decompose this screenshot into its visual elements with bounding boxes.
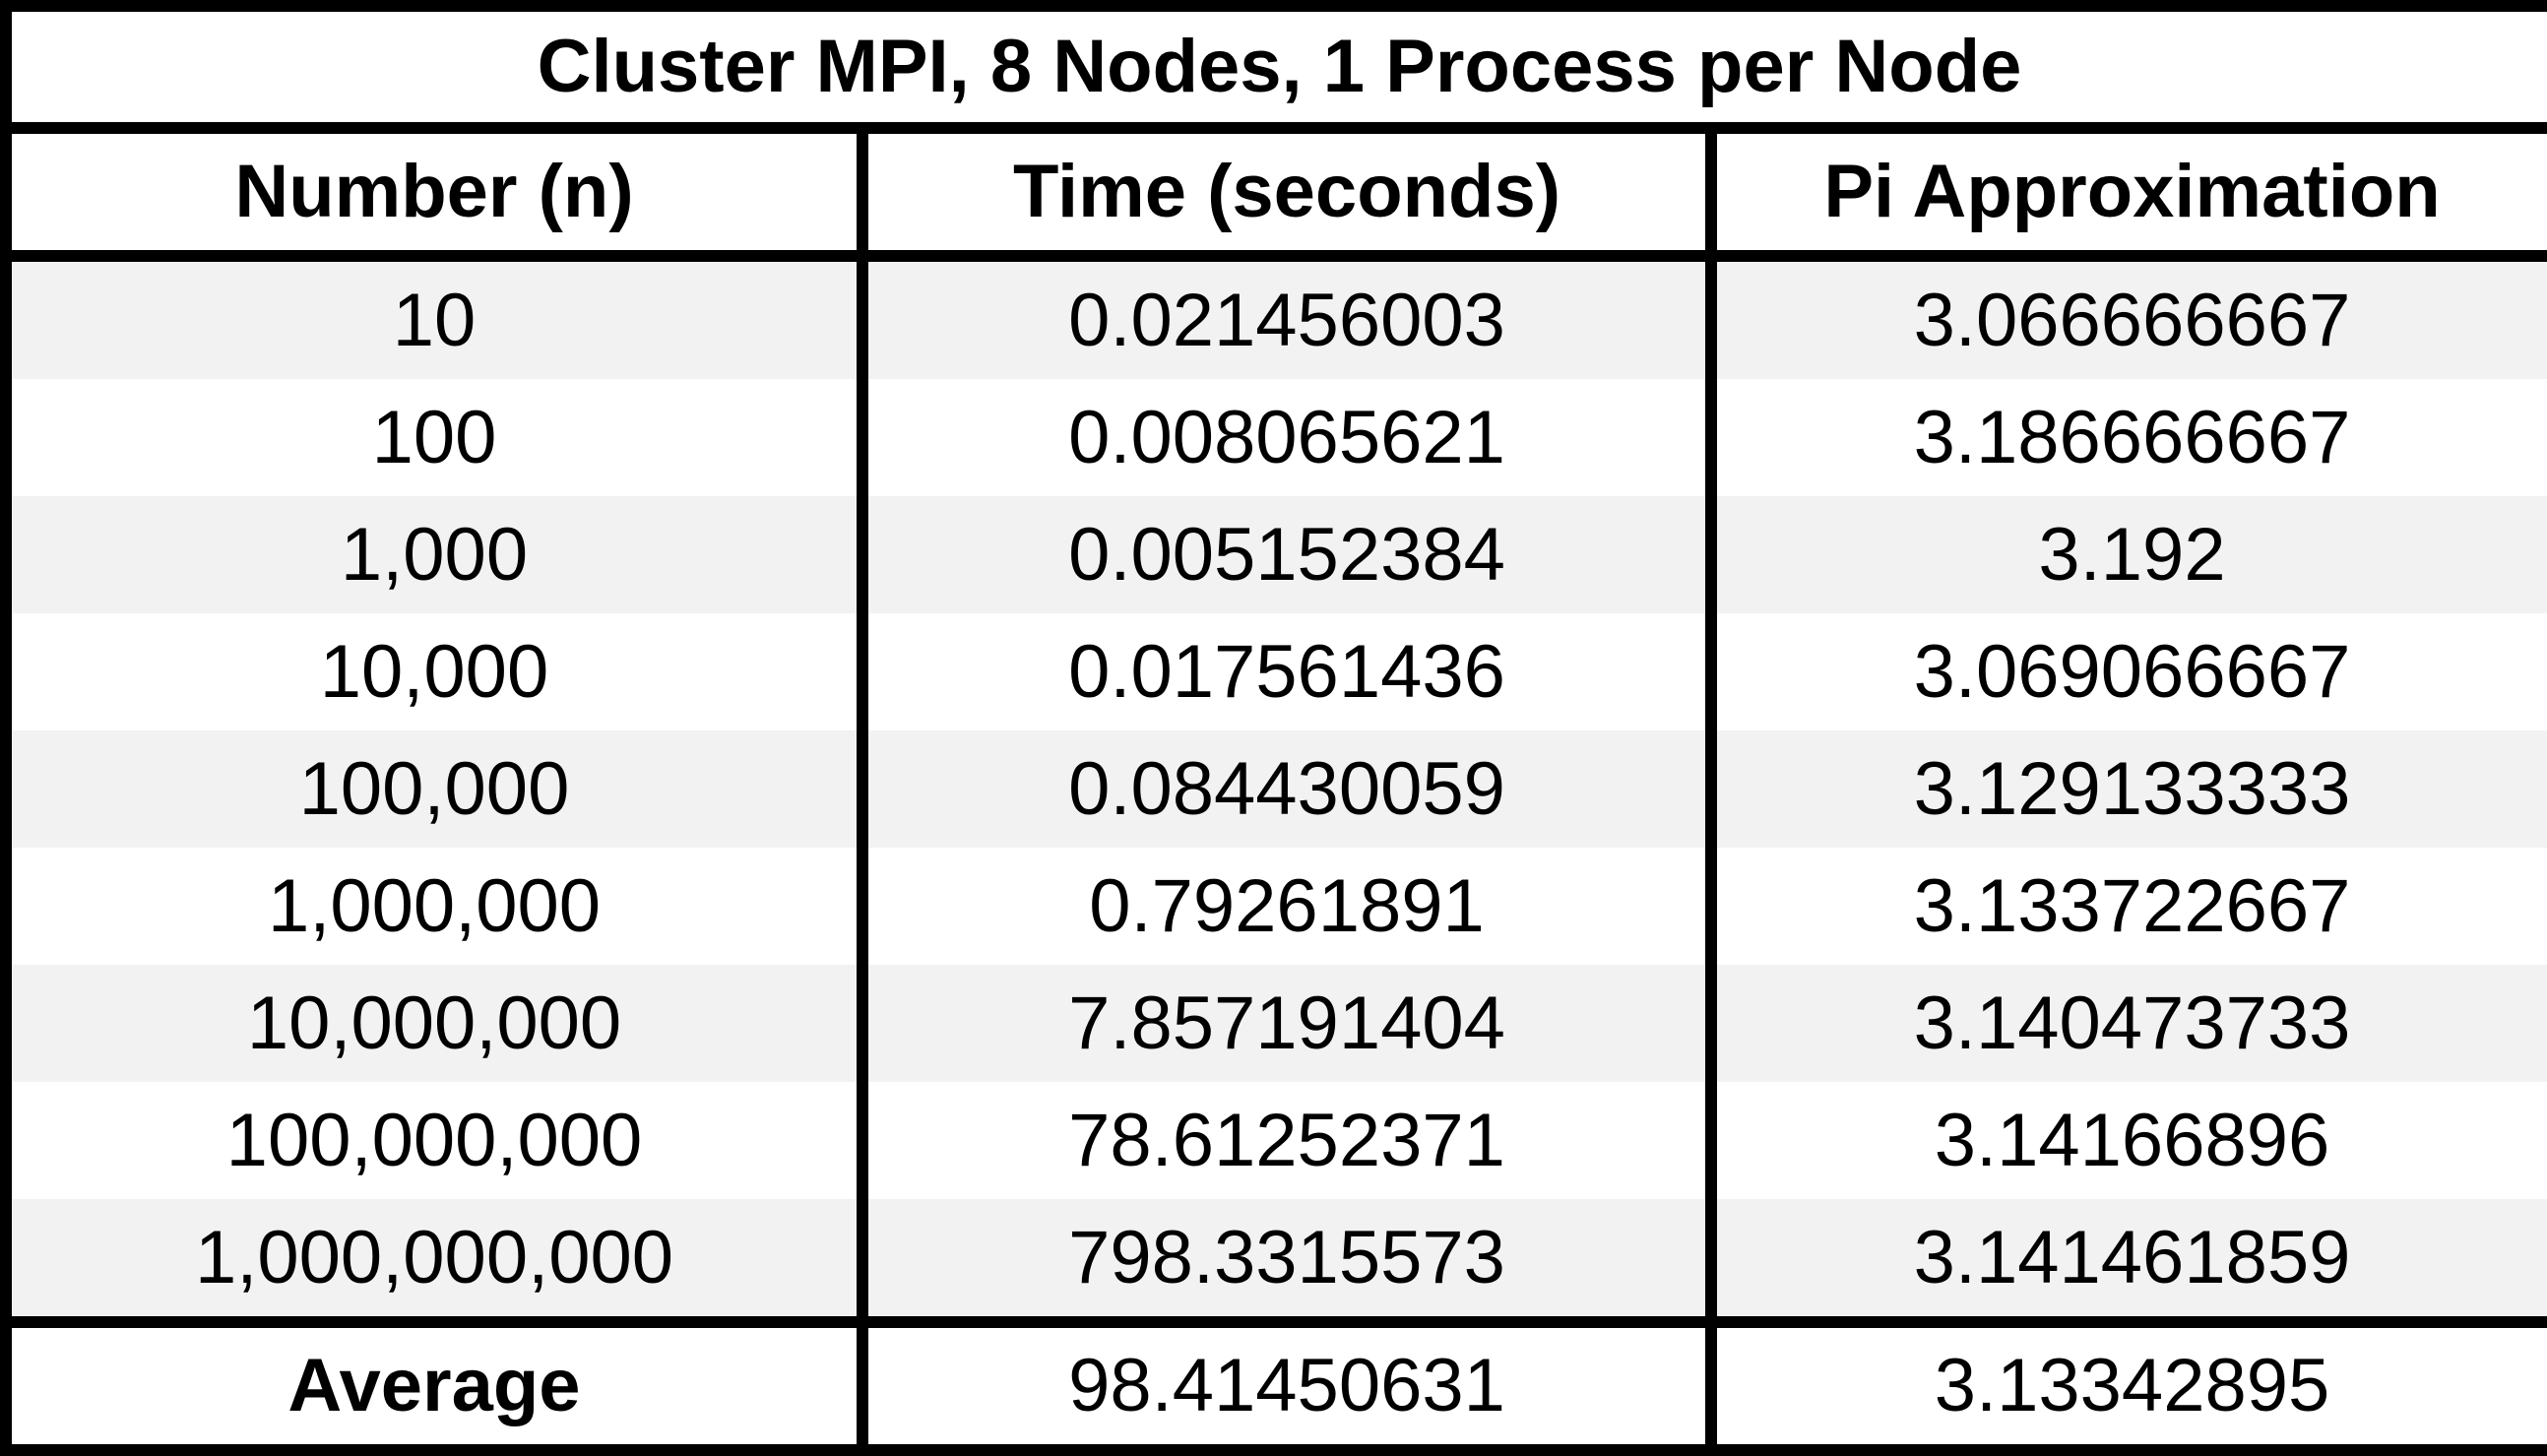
cell-time: 0.79261891: [857, 848, 1711, 965]
table-row: 100,000,000 78.61252371 3.14166896: [6, 1082, 2547, 1199]
cell-number: 10: [6, 256, 862, 379]
cell-number: 1,000: [6, 496, 862, 613]
table-row: 1,000,000 0.79261891 3.133722667: [6, 848, 2547, 965]
cell-pi: 3.140473733: [1705, 965, 2547, 1082]
average-time: 98.41450631: [857, 1316, 1711, 1450]
table-title: Cluster MPI, 8 Nodes, 1 Process per Node: [6, 6, 2547, 134]
cell-number: 1,000,000: [6, 848, 862, 965]
cell-number: 100: [6, 379, 862, 496]
cell-pi: 3.133722667: [1705, 848, 2547, 965]
cell-number: 10,000,000: [6, 965, 862, 1082]
cell-time: 0.021456003: [857, 256, 1711, 379]
header-number: Number (n): [6, 128, 862, 262]
table-row: 10,000,000 7.857191404 3.140473733: [6, 965, 2547, 1082]
cell-pi: 3.066666667: [1705, 256, 2547, 379]
cell-time: 7.857191404: [857, 965, 1711, 1082]
cell-pi: 3.14166896: [1705, 1082, 2547, 1199]
average-label: Average: [6, 1316, 862, 1450]
header-pi-approximation: Pi Approximation: [1705, 128, 2547, 262]
table-title-row: Cluster MPI, 8 Nodes, 1 Process per Node: [6, 6, 2547, 134]
cell-pi: 3.069066667: [1705, 613, 2547, 730]
table-row: 1,000 0.005152384 3.192: [6, 496, 2547, 613]
table-row: 100,000 0.084430059 3.129133333: [6, 730, 2547, 848]
table-row: 1,000,000,000 798.3315573 3.141461859: [6, 1199, 2547, 1322]
header-time: Time (seconds): [857, 128, 1711, 262]
cell-number: 100,000,000: [6, 1082, 862, 1199]
table-header-row: Number (n) Time (seconds) Pi Approximati…: [6, 128, 2547, 262]
cell-time: 0.005152384: [857, 496, 1711, 613]
cell-number: 100,000: [6, 730, 862, 848]
cell-time: 0.008065621: [857, 379, 1711, 496]
table-row: 10 0.021456003 3.066666667: [6, 256, 2547, 379]
cell-pi: 3.186666667: [1705, 379, 2547, 496]
average-pi: 3.13342895: [1705, 1316, 2547, 1450]
average-row: Average 98.41450631 3.13342895: [6, 1316, 2547, 1450]
cell-number: 1,000,000,000: [6, 1199, 862, 1322]
cell-time: 78.61252371: [857, 1082, 1711, 1199]
cell-pi: 3.192: [1705, 496, 2547, 613]
cell-time: 0.017561436: [857, 613, 1711, 730]
cell-number: 10,000: [6, 613, 862, 730]
cell-pi: 3.141461859: [1705, 1199, 2547, 1322]
table-row: 10,000 0.017561436 3.069066667: [6, 613, 2547, 730]
cell-time: 0.084430059: [857, 730, 1711, 848]
table-row: 100 0.008065621 3.186666667: [6, 379, 2547, 496]
cell-time: 798.3315573: [857, 1199, 1711, 1322]
cell-pi: 3.129133333: [1705, 730, 2547, 848]
